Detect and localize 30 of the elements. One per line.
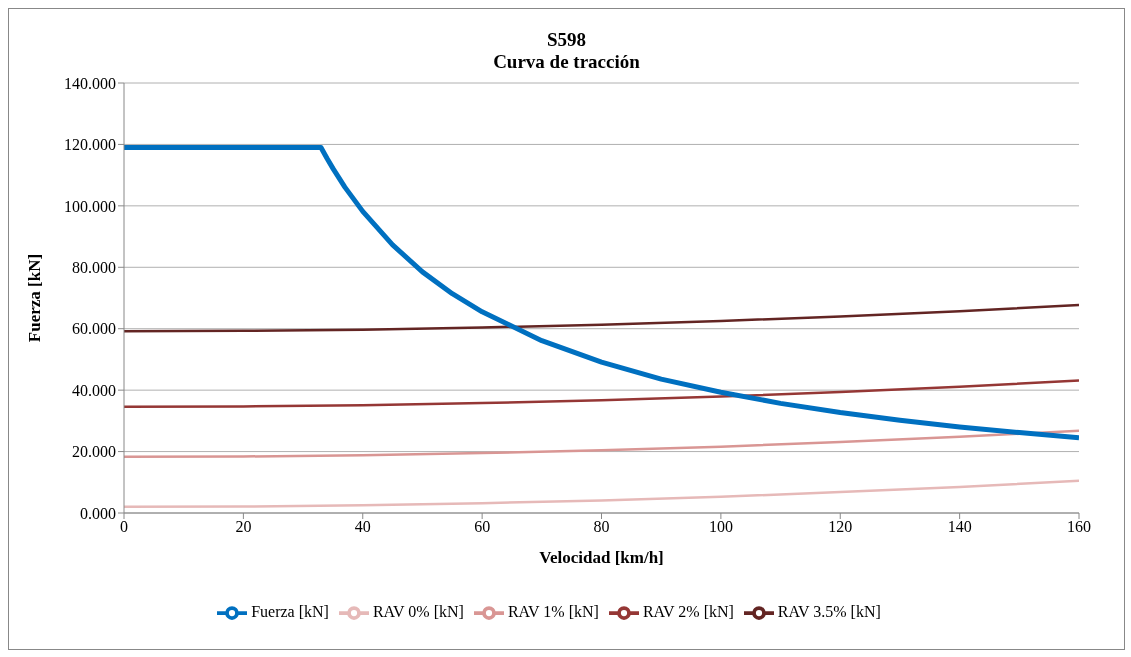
line-series [124,479,1079,509]
x-tick-label: 80 [593,518,610,536]
legend-label: RAV 2% [kN] [642,602,734,620]
x-tick-label: 140 [947,518,972,536]
x-tick-label: 20 [235,518,252,536]
line-series [124,303,1079,333]
legend-label: RAV 0% [kN] [372,602,464,620]
x-tick-label: 40 [354,518,371,536]
y-tick-label: 0.000 [80,504,116,522]
chart-title: S598 [545,29,588,51]
x-tick-label: 0 [120,518,128,536]
line-series [124,379,1079,408]
y-tick-label: 60.000 [72,320,116,338]
y-axis-title: Fuerza [kN] [25,253,45,343]
x-tick-label: 60 [474,518,491,536]
x-tick-label: 100 [708,518,733,536]
chart-subtitle: Curva de tracción [492,51,641,73]
y-tick-label: 100.000 [64,197,116,215]
line-series [124,429,1079,459]
y-tick-label: 80.000 [72,258,116,276]
legend-label: RAV 1% [kN] [507,602,599,620]
y-tick-label: 140.000 [64,74,116,92]
legend-label: Fuerza [kN] [251,602,329,620]
x-axis-title: Velocidad [km/h] [539,548,664,567]
x-tick-label: 120 [828,518,853,536]
y-tick-label: 120.000 [64,136,116,154]
x-tick-label: 160 [1067,518,1091,536]
legend-label: RAV 3.5% [kN] [777,602,881,620]
y-tick-label: 20.000 [72,443,116,461]
y-tick-label: 40.000 [72,381,116,399]
